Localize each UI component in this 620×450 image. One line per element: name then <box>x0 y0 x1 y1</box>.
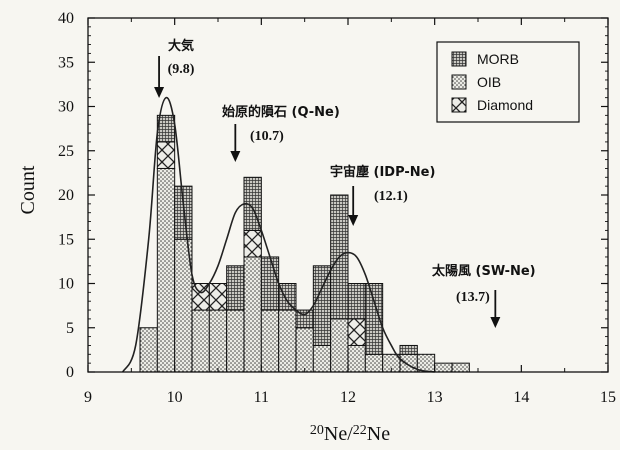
annotation-label: 始原的隕石 (Q-Ne) <box>222 104 340 120</box>
x-axis-title-ne1: Ne/ <box>324 423 353 445</box>
x-tick-label: 11 <box>254 389 269 406</box>
x-axis-title-ne2: Ne <box>367 423 390 445</box>
axis-ticks: 9 10 11 12 13 14 15 0 5 10 15 20 25 30 35 40 <box>58 10 616 406</box>
bar-oib-0 <box>139 327 158 373</box>
annotation-arrow-head <box>490 317 501 328</box>
density-curve <box>121 96 435 373</box>
bar-morb-2 <box>174 185 193 240</box>
annotation-label: 太陽風 (SW-Ne) <box>431 263 536 279</box>
bar-morb-15 <box>399 344 418 355</box>
bar-morb-10 <box>312 265 332 346</box>
bar-morb-12 <box>347 283 366 320</box>
bar-oib-18 <box>451 362 470 373</box>
y-tick-label: 10 <box>58 276 74 293</box>
annotation-label: 大気 <box>168 38 194 54</box>
bar-oib-8 <box>278 309 297 373</box>
annotation-value: (13.7) <box>456 290 490 305</box>
bar-oib-17 <box>434 362 453 373</box>
bar-diamond-12 <box>347 318 366 346</box>
bar-morb-5 <box>226 265 245 311</box>
annotation-arrow-head <box>154 87 165 98</box>
x-tick-label: 9 <box>84 389 92 406</box>
legend-label-morb: MORB <box>477 51 519 67</box>
y-tick-label: 25 <box>58 143 74 160</box>
legend-label-oib: OIB <box>477 74 501 90</box>
x-axis-title-sup2: 22 <box>353 423 367 438</box>
y-axis-title: Count <box>17 165 39 214</box>
bar-diamond-6 <box>243 229 262 258</box>
annotation-value: (10.7) <box>250 129 284 144</box>
bar-oib-3 <box>191 309 210 373</box>
y-tick-label: 30 <box>58 99 74 116</box>
y-tick-label: 0 <box>66 364 74 381</box>
bar-oib-1 <box>156 167 176 373</box>
y-tick-label: 20 <box>58 187 74 204</box>
bar-morb-7 <box>260 256 280 311</box>
bar-oib-12 <box>347 344 366 373</box>
legend-swatch-morb <box>451 51 467 67</box>
annotation-arrow-head <box>230 151 241 162</box>
bar-diamond-4 <box>208 283 228 311</box>
bar-morb-8 <box>278 283 297 311</box>
legend: MORB OIB Diamond <box>436 41 580 123</box>
annotation-label: 宇宙塵 (IDP-Ne) <box>330 164 435 180</box>
x-tick-label: 12 <box>340 389 356 406</box>
x-tick-label: 10 <box>167 389 183 406</box>
bar-oib-6 <box>243 256 262 373</box>
x-tick-label: 15 <box>600 389 616 406</box>
bar-oib-10 <box>312 344 332 373</box>
legend-swatch-diamond <box>451 97 467 113</box>
annotations: 大気 (9.8) 始原的隕石 (Q-Ne) (10.7) 宇宙塵 (IDP-Ne) (12… <box>154 38 536 328</box>
x-axis-title-sup1: 20 <box>310 423 324 438</box>
legend-swatch-oib <box>451 74 467 90</box>
bar-oib-7 <box>260 309 280 373</box>
histogram-bars <box>139 114 470 373</box>
bar-oib-4 <box>208 309 228 373</box>
bar-oib-11 <box>330 318 349 373</box>
legend-label-diamond: Diamond <box>477 97 533 113</box>
x-tick-label: 14 <box>513 389 529 406</box>
annotation-value: (12.1) <box>374 189 408 204</box>
bar-diamond-1 <box>156 141 176 169</box>
annotation-value: (9.8) <box>168 62 195 77</box>
bar-oib-9 <box>295 327 314 373</box>
bar-oib-5 <box>226 309 245 373</box>
y-tick-label: 15 <box>58 231 74 248</box>
annotation-arrow-head <box>348 215 359 226</box>
x-axis-title: 20Ne/22Ne <box>310 423 390 445</box>
y-tick-label: 35 <box>58 54 74 71</box>
bar-oib-13 <box>364 353 384 373</box>
bar-oib-15 <box>399 353 418 373</box>
y-tick-label: 40 <box>58 10 74 27</box>
bar-morb-13 <box>364 283 384 355</box>
x-tick-label: 13 <box>427 389 443 406</box>
y-tick-label: 5 <box>66 320 74 337</box>
